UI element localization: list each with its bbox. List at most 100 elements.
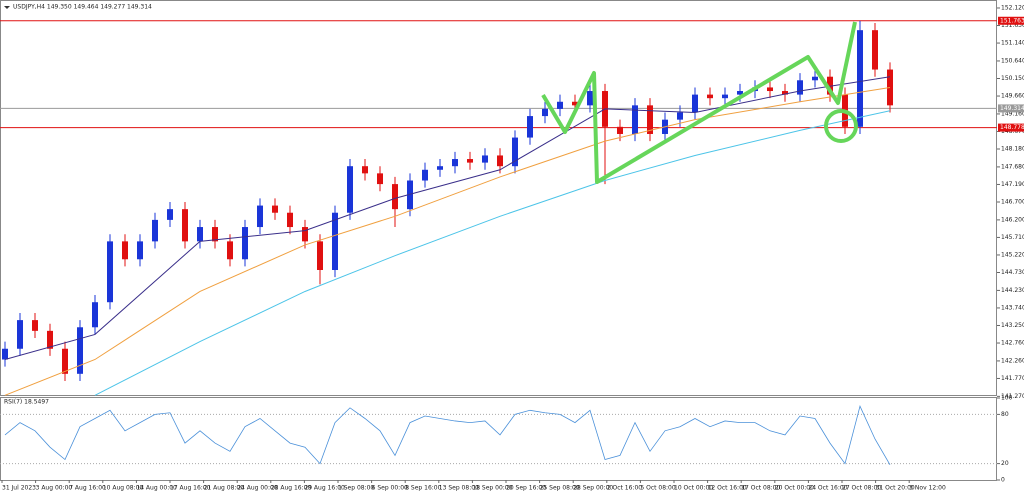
y-tick-label: 146.700 [1001,198,1024,205]
y-tick-label: 147.190 [1001,181,1024,188]
y-tick-label: 152.120 [1001,4,1024,11]
candle-body [92,302,98,328]
candle-body [497,155,503,167]
y-tick-label: 141.270 [1001,393,1024,400]
candle-body [482,155,488,163]
x-tick-label: 28 Aug 16:00 [271,485,312,492]
x-tick-label: 24 Oct 16:00 [808,485,847,492]
rsi-tick-label: 80 [1001,411,1009,418]
candle-body [2,348,8,360]
candle-body [287,212,293,228]
price-tag [998,104,1024,113]
candle-body [422,169,428,181]
y-tick-label: 144.230 [1001,287,1024,294]
x-tick-label: 20 Sep 16:00 [506,485,546,492]
y-tick-label: 150.640 [1001,57,1024,64]
candle-body [437,166,443,170]
rsi-panel [0,397,997,481]
y-tick-label: 142.760 [1001,340,1024,347]
candle-body [632,105,638,134]
candle-body [152,219,158,242]
candle-body [227,241,233,260]
x-tick-label: 10 Aug 08:00 [103,485,144,492]
candle-body [797,80,803,95]
x-tick-label: 12 Oct 16:00 [708,485,747,492]
candle-body [302,227,308,242]
x-tick-label: 27 Oct 08:00 [842,485,881,492]
price-tag [998,16,1024,25]
candle-body [512,137,518,167]
candle-body [167,209,173,220]
candle-body [347,166,353,213]
y-tick-label: 150.150 [1001,75,1024,82]
y-tick-label: 145.220 [1001,251,1024,258]
price-tag [998,123,1024,132]
candle-body [542,108,548,117]
candle-body [557,101,563,109]
candle-body [107,241,113,303]
candle-body [707,94,713,99]
x-tick-label: 3 Aug 00:00 [36,485,73,492]
y-tick-label: 149.660 [1001,93,1024,100]
candle-body [17,320,23,349]
x-tick-label: 7 Aug 16:00 [69,485,106,492]
candle-body [137,241,143,260]
rsi-label: RSI(7) 18.5497 [4,399,49,406]
candle-body [257,205,263,228]
candle-body [872,30,878,70]
x-tick-label: 31 Oct 20:00 [876,485,915,492]
candle-body [272,205,278,213]
candle-body [812,76,818,81]
x-tick-label: 1 Sep 08:00 [338,485,374,492]
moving-average [4,76,891,360]
candle-body [572,101,578,106]
candle-body [767,87,773,92]
y-tick-label: 149.160 [1001,110,1024,117]
candle-body [827,76,833,95]
moving-average [94,110,891,396]
y-tick-label: 147.680 [1001,163,1024,170]
chart-title: USDJPY,H4 149.350 149.464 149.277 149.31… [13,4,152,11]
candle-body [77,327,83,374]
x-tick-label: 10 Oct 00:00 [674,485,713,492]
price-label: 149.314 [1000,105,1024,112]
candle-body [677,112,683,120]
price-label: 148.778 [1000,124,1024,131]
candle-body [197,227,203,242]
candle-body [32,320,38,331]
menu-arrow [4,6,10,9]
candle-body [392,184,398,210]
x-tick-label: 5 Oct 08:00 [640,485,675,492]
candle-body [362,166,368,174]
candle-body [452,159,458,167]
x-tick-label: 28 Sep 00:00 [573,485,613,492]
x-tick-label: 17 Oct 08:00 [741,485,780,492]
x-tick-label: 29 Aug 16:00 [304,485,345,492]
x-tick-label: 18 Sep 00:00 [472,485,512,492]
rsi-line [4,405,891,465]
candle-body [857,30,863,127]
y-tick-label: 151.140 [1001,40,1024,47]
y-tick-label: 142.260 [1001,357,1024,364]
x-tick-label: 6 Sep 00:00 [372,485,408,492]
candle-body [377,173,383,185]
candle-body [242,227,248,260]
x-tick-label: 3 Nov 12:00 [909,485,946,492]
candle-body [737,91,743,95]
x-tick-label: 21 Aug 08:00 [204,485,245,492]
price-label: 151.763 [1000,17,1024,24]
y-tick-label: 144.730 [1001,269,1024,276]
rsi-tick-label: 100 [1001,395,1013,402]
y-tick-label: 151.630 [1001,22,1024,29]
y-tick-label: 143.250 [1001,322,1024,329]
pattern-circle [824,109,858,143]
rsi-tick-label: 20 [1001,460,1009,467]
pattern-line [541,21,857,184]
x-tick-label: 17 Aug 16:00 [170,485,211,492]
candle-body [62,348,68,374]
y-tick-label: 145.710 [1001,234,1024,241]
moving-average [4,86,891,396]
candle-body [527,116,533,138]
x-tick-label: 24 Aug 00:00 [237,485,278,492]
